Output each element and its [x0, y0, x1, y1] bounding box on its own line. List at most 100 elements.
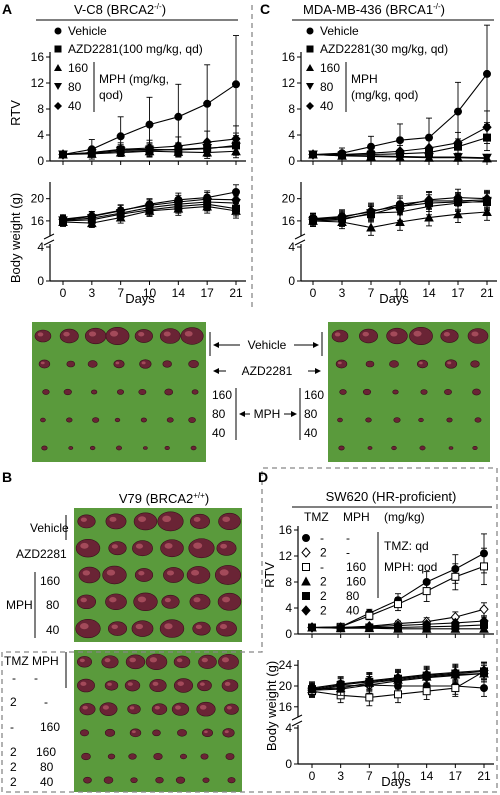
data-point — [87, 210, 97, 222]
tumor — [130, 777, 138, 783]
tumor — [162, 360, 172, 368]
data-point — [480, 684, 488, 693]
photo-b-label-azd: AZD2281 — [16, 547, 67, 561]
tumor-highlight — [149, 657, 158, 663]
legend-a-mph-2: qod) — [99, 88, 123, 102]
legend-a-mph-1: MPH (mg/kg, — [99, 72, 169, 86]
x-tick-label: 21 — [480, 286, 494, 300]
data-point — [335, 678, 346, 690]
legend-c-mph-2: (mg/kg, qod) — [351, 88, 418, 102]
y-tick-label: 12 — [31, 76, 45, 90]
series-4 — [58, 192, 241, 225]
y-tick-label: 4 — [37, 240, 44, 254]
data-point — [424, 194, 434, 206]
axis-break-mark — [291, 714, 303, 721]
legend-a-40: 40 — [68, 99, 82, 113]
chart-c-rtv: 0 4 8 12 16 — [282, 24, 497, 168]
data-point — [422, 687, 431, 696]
tumor — [41, 445, 48, 451]
legend-d-mph-note: MPH: qod — [384, 560, 437, 574]
data-point — [395, 145, 405, 157]
x-tick-label: 3 — [339, 286, 346, 300]
x-tick-label: 14 — [420, 769, 434, 783]
tumor — [197, 679, 212, 692]
photo-label-mph: MPH — [254, 407, 281, 421]
legend-d-mph-value: 160 — [346, 560, 366, 574]
panel-b: B V79 (BRCA2+/+) Vehicle AZD2281 160 MPH… — [2, 469, 242, 792]
data-point — [203, 99, 212, 108]
x-tick-label: 0 — [60, 286, 67, 300]
tumor — [114, 417, 121, 423]
panel-letter-b: B — [2, 469, 12, 485]
x-tick-label: 17 — [200, 286, 214, 300]
tumor — [113, 359, 125, 369]
photo-mph-arrowhead-left — [239, 411, 245, 417]
legend-c-vehicle: Vehicle — [320, 24, 359, 38]
tumor — [66, 360, 76, 368]
tumor — [157, 511, 184, 532]
y-tick-label: 16 — [279, 523, 293, 537]
tumor — [101, 655, 119, 669]
tumor — [224, 703, 239, 715]
panel-a-ylabel-rtv: RTV — [8, 100, 23, 126]
photo-mph-arrowhead-right — [291, 411, 297, 417]
panel-b-title-sup: +/+ — [193, 491, 205, 500]
panel-b-title: V79 (BRCA2+/+) — [119, 491, 209, 506]
tumor-highlight — [177, 681, 184, 686]
data-point — [307, 682, 317, 694]
tumor-highlight — [109, 597, 117, 603]
panel-d-ylabel-rtv: RTV — [262, 562, 277, 588]
tumor — [133, 512, 158, 531]
y-tick-label: 0 — [37, 154, 44, 168]
data-point — [421, 618, 432, 630]
tumor — [392, 389, 399, 395]
x-tick-label: 7 — [117, 286, 124, 300]
data-point — [144, 142, 155, 154]
tumor-highlight — [191, 569, 200, 576]
tumor — [448, 446, 454, 450]
tumor — [218, 653, 239, 670]
tumor — [196, 701, 216, 717]
legend-a-80-marker — [54, 83, 62, 90]
legend-d-tmz-value: 2 — [320, 604, 327, 618]
data-point — [422, 587, 431, 596]
tumor — [191, 389, 199, 395]
data-point — [365, 611, 374, 620]
y-tick-label: 0 — [285, 757, 292, 771]
tumor — [216, 620, 237, 637]
tumor-highlight — [219, 624, 228, 630]
photo-b-row-tmz: 2 — [10, 745, 17, 759]
photo-b-row-mph: - — [34, 671, 38, 685]
tumor — [40, 417, 46, 423]
data-point — [173, 140, 184, 152]
tumor-highlight — [109, 330, 119, 337]
tumor-highlight — [224, 730, 229, 734]
tumor-highlight — [199, 704, 207, 710]
data-point — [173, 196, 184, 208]
tumor — [151, 703, 168, 715]
data-point — [479, 604, 489, 615]
tumor-highlight — [88, 331, 97, 337]
data-point — [364, 675, 375, 687]
tumor — [152, 729, 161, 737]
panel-c-title-main: MDA-MB-436 (BRCA1 — [303, 2, 433, 17]
data-point — [396, 136, 404, 145]
x-tick-label: 10 — [393, 286, 407, 300]
panel-c-legend: Vehicle AZD2281(30 mg/kg, qd) 160 80 40 … — [306, 24, 448, 113]
tumor — [161, 594, 180, 609]
tumor-highlight — [166, 570, 175, 576]
legend-c-azd-marker — [306, 45, 314, 53]
tumor — [149, 678, 167, 693]
photo-vehicle-arrowhead-left — [213, 342, 219, 348]
data-point — [482, 206, 492, 216]
tumor-highlight — [334, 332, 341, 337]
data-point — [115, 205, 126, 216]
photo-c — [328, 322, 490, 462]
photo-b-row-mph: - — [44, 695, 48, 709]
tumor — [188, 417, 196, 423]
y-tick-label: 16 — [282, 50, 296, 64]
tumor — [188, 359, 199, 369]
tumor — [339, 389, 347, 395]
